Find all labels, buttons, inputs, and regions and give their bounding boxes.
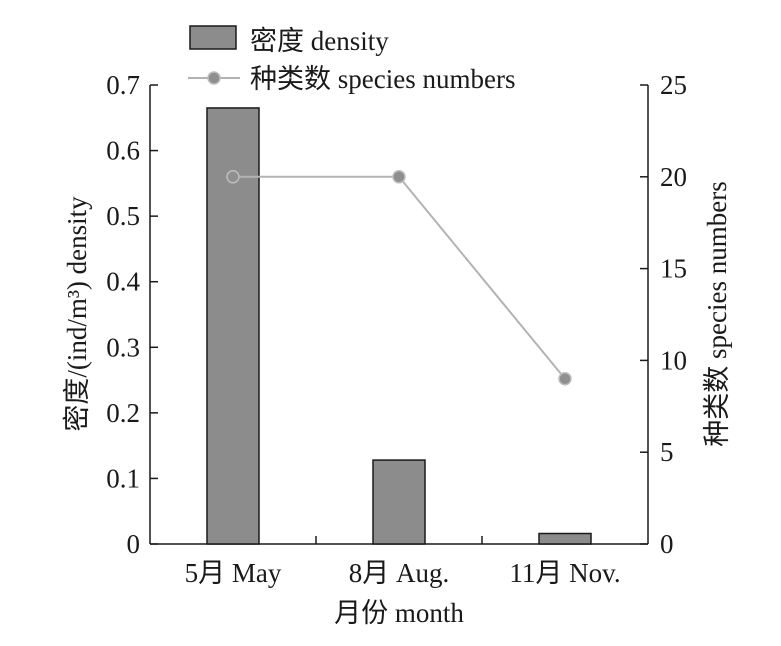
x-axis-title: 月份 month (334, 598, 464, 628)
y-left-tick-label: 0.2 (106, 398, 140, 428)
y-left-tick-label: 0.6 (106, 136, 140, 166)
y-right-tick-label: 10 (660, 345, 687, 375)
y-axis-right-title: 种类数 species numbers (702, 181, 732, 446)
y-left-tick-label: 0.7 (106, 70, 140, 100)
line-series (226, 170, 572, 386)
line-point (226, 170, 240, 184)
legend-bar-swatch (189, 25, 237, 50)
y-left-tick-label: 0.1 (106, 463, 140, 493)
y-right-tick-label: 20 (660, 162, 687, 192)
bar-series (206, 107, 592, 545)
line-point (558, 372, 572, 386)
y-left-tick-label: 0 (127, 529, 141, 559)
y-axis-left-title: 密度/(ind/m³) density (62, 196, 92, 432)
bar (538, 532, 592, 545)
y-right-tick-label: 5 (660, 437, 674, 467)
x-tick-label: 8月 Aug. (349, 558, 450, 588)
x-axis-ticks: 5月 May 8月 Aug. 11月 Nov. (185, 536, 621, 588)
y-left-tick-label: 0.3 (106, 332, 140, 362)
y-right-tick-label: 15 (660, 254, 687, 284)
y-left-tick-label: 0.4 (106, 267, 140, 297)
y-axis-right-ticks: 0 5 10 15 20 25 (640, 70, 687, 559)
legend-line-marker (207, 71, 221, 85)
legend-bar-label: 密度 density (250, 26, 389, 56)
x-tick-label: 5月 May (185, 558, 282, 588)
y-axis-left-ticks: 0 0.1 0.2 0.3 0.4 0.5 0.6 0.7 (106, 70, 158, 559)
bar (372, 459, 426, 545)
y-left-tick-label: 0.5 (106, 201, 140, 231)
series-line (233, 175, 566, 380)
y-right-tick-label: 25 (660, 70, 687, 100)
line-point (392, 170, 406, 184)
legend-line-label: 种类数 species numbers (250, 64, 515, 94)
y-right-tick-label: 0 (660, 529, 674, 559)
legend: 密度 density 种类数 species numbers (188, 25, 515, 94)
x-tick-label: 11月 Nov. (509, 558, 620, 588)
